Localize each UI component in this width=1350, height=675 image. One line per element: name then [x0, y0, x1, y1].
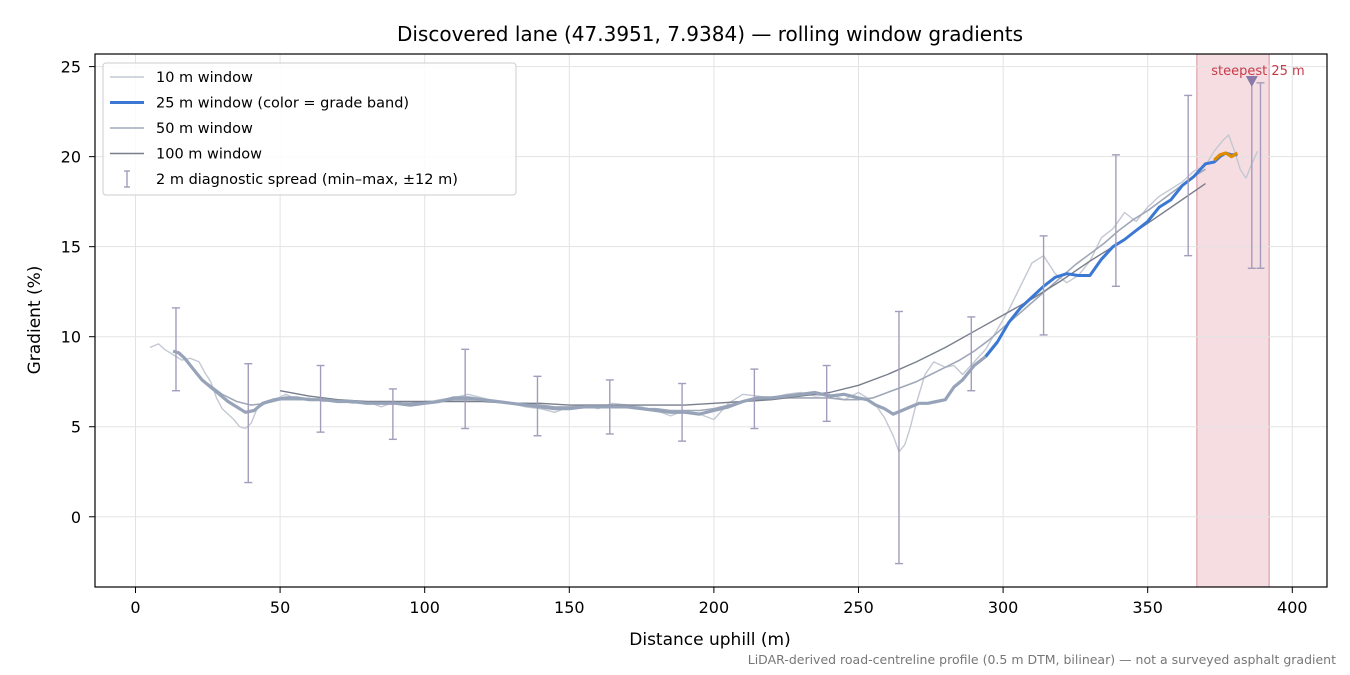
y-tick-label: 20 [61, 148, 81, 167]
legend-label: 50 m window [156, 121, 253, 137]
y-tick-label: 10 [61, 328, 81, 347]
legend: 10 m window 25 m window (color = grade ba… [102, 62, 517, 196]
x-tick-label: 100 [409, 598, 440, 617]
axes: 0 50 100 150 200 250 300 350 400 0 5 10 15 20 25 [61, 53, 1328, 617]
x-tick-label: 200 [699, 598, 730, 617]
x-axis-label: Distance uphill (m) [629, 630, 790, 650]
x-tick-label: 50 [270, 598, 290, 617]
legend-label: 10 m window [156, 70, 253, 86]
series-25m-low-grade [172, 341, 999, 416]
legend-label: 2 m diagnostic spread (min–max, ±12 m) [156, 172, 458, 188]
series-line [207, 168, 1206, 412]
x-tick-label: 300 [988, 598, 1019, 617]
steepest-marker [1245, 76, 1258, 88]
y-tick-label: 5 [71, 418, 81, 437]
plot-frame [94, 53, 1328, 588]
chart-title: Discovered lane (47.3951, 7.9384) — roll… [397, 22, 1023, 46]
legend-box [102, 62, 517, 196]
x-tick-label: 150 [554, 598, 585, 617]
x-tick-label: 0 [130, 598, 140, 617]
legend-label: 100 m window [156, 147, 262, 163]
legend-label: 25 m window (color = grade band) [156, 96, 409, 112]
x-tick-label: 400 [1277, 598, 1308, 617]
y-axis-label: Gradient (%) [25, 266, 45, 375]
highlight-band-group [1196, 53, 1270, 588]
y-tick-label: 15 [61, 238, 81, 257]
x-tick-label: 250 [843, 598, 874, 617]
series-25m-steepest [1213, 151, 1239, 162]
error-bars [171, 76, 1265, 565]
highlight-band [1196, 53, 1270, 588]
series-line [279, 183, 1206, 406]
series-lines [149, 134, 1259, 453]
y-tick-label: 0 [71, 508, 81, 527]
y-tick-label: 25 [61, 58, 81, 77]
series-25m-high-grade [984, 151, 1238, 358]
x-tick-label: 350 [1132, 598, 1163, 617]
steepest-label: steepest 25 m [1211, 64, 1304, 79]
footnote: LiDAR-derived road-centreline profile (0… [748, 652, 1336, 667]
